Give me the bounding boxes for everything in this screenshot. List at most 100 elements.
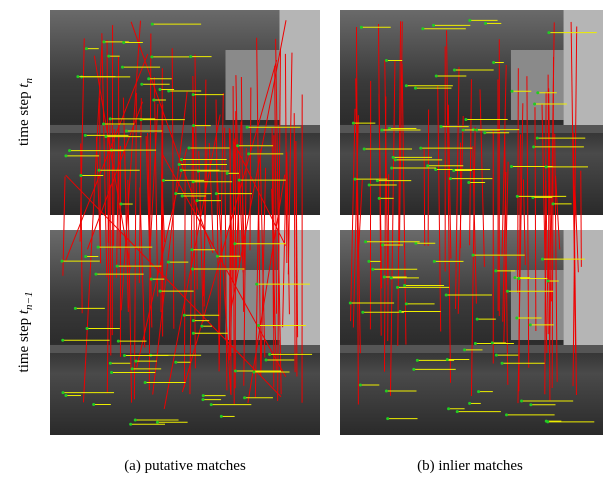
- keypoint: [158, 88, 161, 91]
- keypoint: [510, 165, 513, 168]
- keypoint: [116, 265, 119, 268]
- keypoint: [129, 423, 132, 426]
- building-side: [280, 230, 321, 350]
- keypoint: [435, 75, 438, 78]
- keypoint: [447, 407, 450, 410]
- keypoint: [144, 381, 147, 384]
- keypoint: [464, 118, 467, 121]
- match-line: [424, 149, 425, 246]
- keypoint: [110, 149, 113, 152]
- keypoint: [515, 317, 518, 320]
- keypoint: [385, 59, 388, 62]
- keypoint: [134, 360, 137, 363]
- keypoint: [405, 302, 408, 305]
- keypoint: [92, 403, 95, 406]
- keypoint: [371, 268, 374, 271]
- keypoint: [545, 165, 548, 168]
- keypoint: [97, 169, 100, 172]
- keypoint: [190, 248, 193, 251]
- match-line: [110, 185, 111, 356]
- keypoint: [192, 93, 195, 96]
- keypoint: [360, 26, 363, 29]
- keypoint: [265, 358, 268, 361]
- keypoint: [178, 163, 181, 166]
- keypoint: [191, 268, 194, 271]
- keypoint: [156, 421, 159, 424]
- keypoint: [216, 255, 219, 258]
- keypoint: [463, 348, 466, 351]
- keypoint: [109, 362, 112, 365]
- keypoint: [474, 342, 477, 345]
- keypoint: [147, 77, 150, 80]
- keypoint: [547, 31, 550, 34]
- keypoint: [476, 318, 479, 321]
- keypoint: [394, 158, 397, 161]
- keypoint: [453, 69, 456, 72]
- keypoint: [484, 22, 487, 25]
- caption: (b) inlier matches: [417, 458, 523, 474]
- caption: (a) putative matches: [124, 458, 246, 474]
- keypoint: [483, 131, 486, 134]
- keypoint: [85, 47, 88, 50]
- keypoint: [117, 340, 120, 343]
- keypoint: [361, 311, 364, 314]
- keypoint: [364, 240, 367, 243]
- keypoint: [494, 269, 497, 272]
- keypoint: [386, 417, 389, 420]
- keypoint: [76, 75, 79, 78]
- keypoint: [84, 134, 87, 137]
- keypoint: [378, 197, 381, 200]
- keypoint: [252, 370, 255, 373]
- keypoint: [79, 174, 82, 177]
- keypoint: [64, 154, 67, 157]
- keypoint: [61, 260, 64, 263]
- keypoint: [97, 246, 100, 249]
- keypoint: [546, 420, 549, 423]
- keypoint: [475, 128, 478, 131]
- keypoint: [220, 415, 223, 418]
- keypoint: [421, 27, 424, 30]
- keypoint: [192, 124, 195, 127]
- building: [511, 50, 564, 120]
- keypoint: [517, 277, 520, 280]
- keypoint: [122, 41, 125, 44]
- keypoint: [513, 276, 516, 279]
- keypoint: [131, 367, 134, 370]
- keypoint: [140, 83, 143, 86]
- keypoint: [86, 327, 89, 330]
- keypoint: [352, 122, 355, 125]
- keypoint: [532, 145, 535, 148]
- building-side: [564, 10, 603, 130]
- keypoint: [94, 273, 97, 276]
- keypoint: [152, 99, 155, 102]
- keypoint: [541, 258, 544, 261]
- keypoint: [536, 137, 539, 140]
- match-line: [581, 171, 582, 267]
- keypoint: [107, 55, 110, 58]
- keypoint: [247, 152, 250, 155]
- keypoint: [62, 391, 65, 394]
- match-line: [518, 68, 519, 292]
- keypoint: [192, 319, 195, 322]
- keypoint: [102, 40, 105, 43]
- keypoint: [121, 66, 124, 69]
- road: [340, 345, 603, 353]
- keypoint: [419, 147, 422, 150]
- keypoint: [64, 394, 67, 397]
- keypoint: [180, 158, 183, 161]
- keypoint: [110, 371, 113, 374]
- keypoint: [125, 130, 128, 133]
- keypoint: [547, 280, 550, 283]
- keypoint: [159, 290, 162, 293]
- keypoint: [196, 199, 199, 202]
- keypoint: [452, 169, 455, 172]
- keypoint: [399, 310, 402, 313]
- keypoint: [181, 194, 184, 197]
- keypoint: [238, 179, 241, 182]
- keypoint: [468, 402, 471, 405]
- keypoint: [380, 128, 383, 131]
- keypoint: [381, 243, 384, 246]
- keypoint: [200, 325, 203, 328]
- keypoint: [109, 117, 112, 120]
- keypoint: [202, 394, 205, 397]
